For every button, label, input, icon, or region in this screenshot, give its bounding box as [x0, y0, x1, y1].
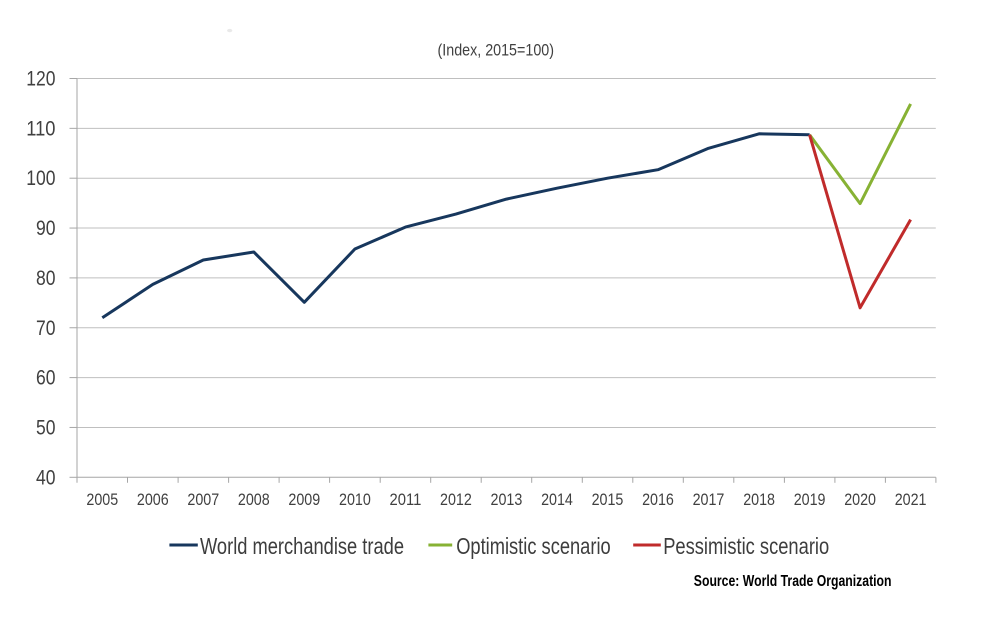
svg-text:2011: 2011 [390, 490, 422, 509]
svg-text:2005: 2005 [86, 490, 118, 509]
svg-text:2009: 2009 [288, 490, 320, 509]
svg-text:2014: 2014 [541, 490, 573, 509]
svg-text:70: 70 [36, 316, 56, 340]
svg-text:2019: 2019 [794, 490, 826, 509]
svg-text:2012: 2012 [440, 490, 472, 509]
svg-text:2018: 2018 [743, 490, 775, 509]
svg-text:2021: 2021 [895, 490, 927, 509]
svg-text:2007: 2007 [187, 490, 219, 509]
svg-text:90: 90 [36, 216, 56, 240]
svg-text:2008: 2008 [238, 490, 270, 509]
svg-text:2013: 2013 [491, 490, 523, 509]
svg-text:(Index, 2015=100): (Index, 2015=100) [438, 42, 555, 60]
svg-text:Source: World Trade Organizati: Source: World Trade Organization [694, 573, 892, 590]
svg-text:50: 50 [36, 415, 56, 439]
svg-text:2010: 2010 [339, 490, 371, 509]
svg-text:2020: 2020 [844, 490, 876, 509]
svg-text:100: 100 [26, 166, 55, 190]
svg-text:110: 110 [26, 116, 55, 140]
svg-text:2015: 2015 [592, 490, 624, 509]
svg-text:40: 40 [36, 465, 56, 489]
svg-text:120: 120 [26, 67, 55, 91]
svg-text:80: 80 [36, 266, 56, 290]
svg-text:World merchandise trade: World merchandise trade [200, 533, 404, 559]
svg-text:2006: 2006 [137, 490, 169, 509]
svg-text:Pessimistic scenario: Pessimistic scenario [663, 533, 829, 559]
svg-text:2016: 2016 [642, 490, 674, 509]
svg-text:2017: 2017 [693, 490, 725, 509]
svg-text:Optimistic scenario: Optimistic scenario [456, 533, 611, 559]
svg-text:60: 60 [36, 366, 56, 390]
